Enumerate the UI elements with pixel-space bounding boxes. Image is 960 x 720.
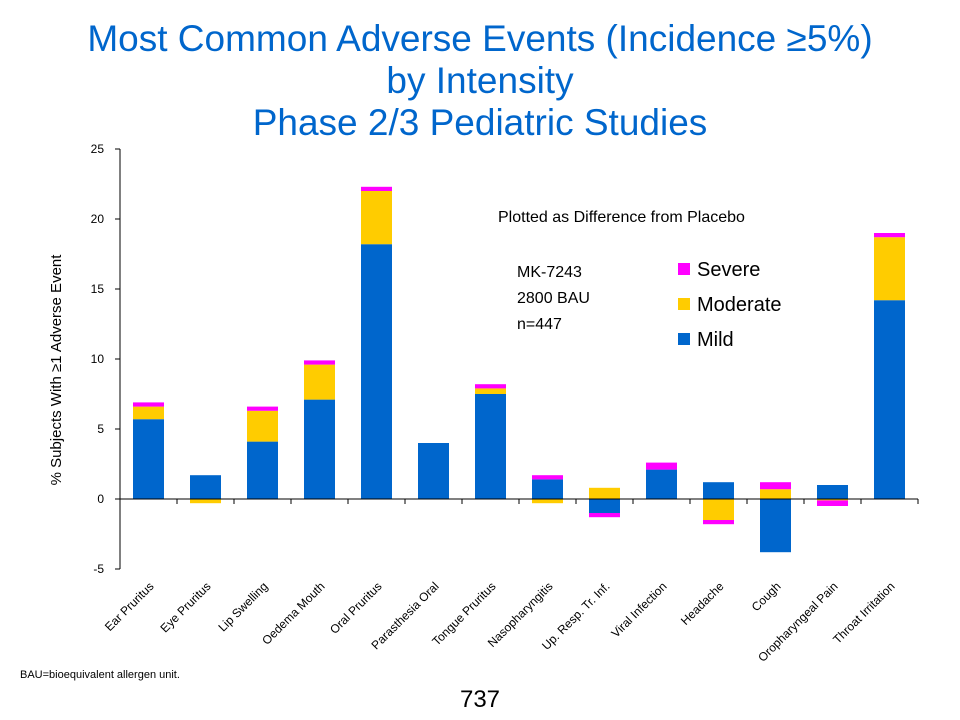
y-tick-label: 10 [91, 352, 105, 366]
bar-oral-pruritus-severe [361, 186, 392, 191]
bar-cough-severe [760, 482, 791, 490]
bar-viral-infection-severe [646, 462, 677, 470]
chart-title: Most Common Adverse Events (Incidence ≥5… [0, 18, 960, 144]
bar-ear-pruritus-severe [133, 402, 164, 407]
y-tick-label: 0 [97, 492, 104, 506]
bar-up-resp-tr-inf-severe [589, 513, 620, 518]
bar-eye-pruritus-mild [190, 475, 221, 499]
bar-up-resp-tr-inf-mild [589, 499, 620, 513]
bar-cough-moderate [760, 489, 791, 499]
bar-nasopharyngitis-severe [532, 475, 563, 480]
bar-throat-irritation-moderate [874, 237, 905, 301]
bar-lip-swelling-severe [247, 406, 278, 411]
bar-cough-mild [760, 499, 791, 553]
x-tick-labels: Ear Pruritus Eye Pruritus Lip SwellingOede… [102, 579, 898, 665]
bar-lip-swelling-moderate [247, 410, 278, 442]
x-tick-label: Lip Swelling [215, 579, 270, 634]
y-tick-label: 20 [91, 212, 105, 226]
x-tick-label: Headache [678, 579, 727, 628]
bar-viral-infection-mild [646, 469, 677, 499]
axes-layer [115, 148, 919, 570]
page-number: 737 [459, 686, 501, 713]
bar-ear-pruritus-moderate [133, 406, 164, 420]
annotation-dose: 2800 BAU [517, 290, 590, 307]
y-tick-label: -5 [93, 562, 104, 576]
y-tick-label: 5 [97, 422, 104, 436]
bar-tongue-pruritus-mild [475, 394, 506, 499]
annotation-placebo-note: Plotted as Difference from Placebo [498, 209, 745, 226]
bar-tongue-pruritus-severe [475, 384, 506, 389]
bar-throat-irritation-mild [874, 300, 905, 499]
bar-oropharyngeal-pain-moderate [817, 499, 848, 501]
legend-label-mild: Mild [697, 329, 734, 351]
bar-oedema-mouth-severe [304, 360, 335, 365]
bar-oropharyngeal-pain-mild [817, 485, 848, 499]
annotation-n: n=447 [517, 316, 562, 333]
legend-swatch-mild [678, 333, 690, 345]
x-tick-label: Eye Pruritus [158, 579, 214, 635]
legend-label-moderate: Moderate [697, 294, 782, 316]
bar-headache-mild [703, 482, 734, 499]
bar-oropharyngeal-pain-severe [817, 500, 848, 506]
x-tick-label: Oral Pruritus [327, 579, 385, 637]
legend-label-severe: Severe [697, 259, 760, 281]
bar-ear-pruritus-mild [133, 419, 164, 499]
bar-oedema-mouth-moderate [304, 364, 335, 400]
annotation-product: MK-7243 [517, 264, 582, 281]
bar-headache-severe [703, 520, 734, 525]
bar-oral-pruritus-mild [361, 244, 392, 499]
bar-parasthesia-oral-mild [418, 443, 449, 499]
bar-oedema-mouth-mild [304, 399, 335, 499]
bar-throat-irritation-severe [874, 233, 905, 238]
legend-swatch-moderate [678, 298, 690, 310]
x-tick-label: Viral Infection [608, 579, 669, 640]
chart-title-line-3: Phase 2/3 Pediatric Studies [252, 102, 708, 143]
footnote: BAU=bioequivalent allergen unit. [20, 669, 180, 681]
bar-nasopharyngitis-moderate [532, 499, 563, 504]
bar-eye-pruritus-moderate [190, 499, 221, 504]
bar-tongue-pruritus-moderate [475, 388, 506, 394]
y-tick-label: 15 [91, 282, 105, 296]
chart-title-line-2: by Intensity [386, 60, 574, 101]
legend-swatch-severe [678, 263, 690, 275]
bar-nasopharyngitis-mild [532, 479, 563, 499]
y-tick-labels: -5 0 5 10 15 20 25 [91, 142, 105, 576]
bars-layer [133, 186, 905, 553]
bar-oral-pruritus-moderate [361, 191, 392, 245]
x-tick-label: Cough [749, 579, 784, 614]
y-axis-label: % Subjects With ≥1 Adverse Event [48, 254, 65, 486]
bar-headache-moderate [703, 499, 734, 520]
chart-title-line-1: Most Common Adverse Events (Incidence ≥5… [87, 18, 873, 59]
bar-up-resp-tr-inf-moderate [589, 487, 620, 499]
x-tick-label: Ear Pruritus [102, 579, 157, 634]
legend: Severe Moderate Mild [678, 259, 782, 351]
bar-lip-swelling-mild [247, 441, 278, 499]
y-tick-label: 25 [91, 142, 105, 156]
